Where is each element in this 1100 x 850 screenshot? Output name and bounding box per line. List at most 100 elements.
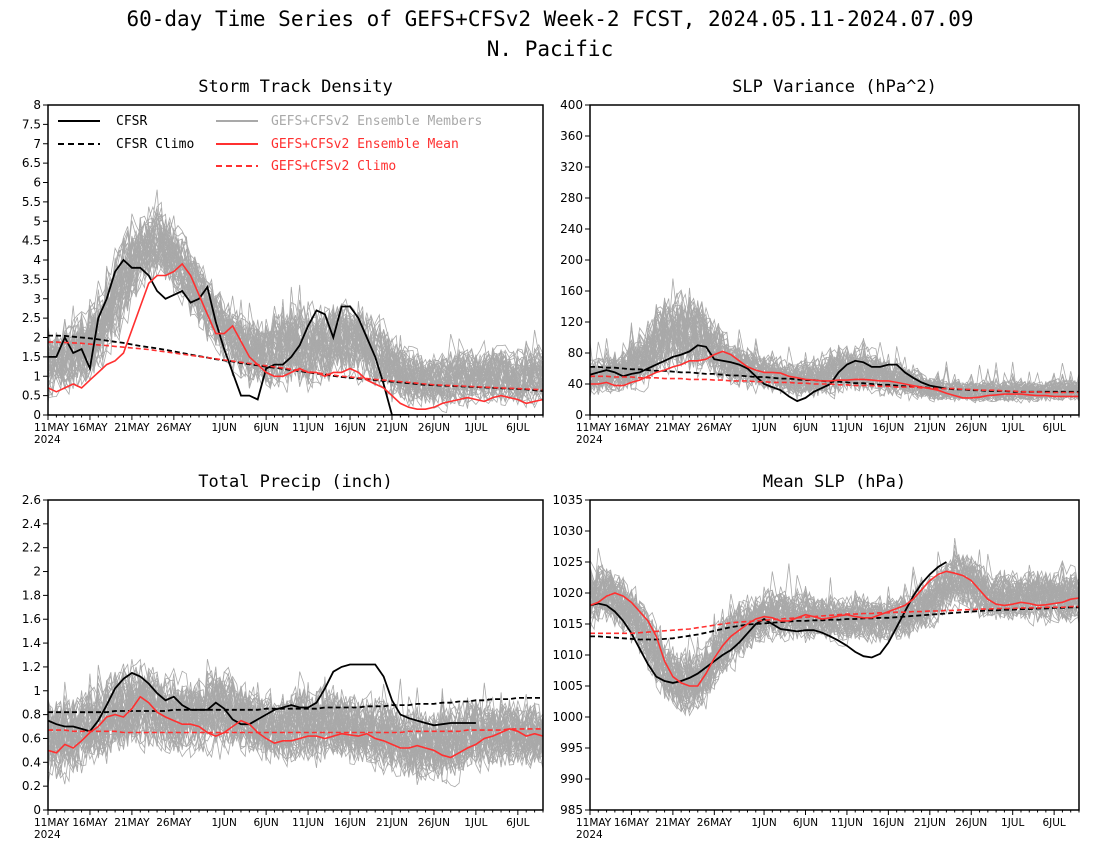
x-tick-label: 21MAY bbox=[114, 817, 150, 829]
legend-label-members: GEFS+CFSv2 Ensemble Members bbox=[271, 114, 482, 129]
x-tick-label: 21MAY bbox=[655, 422, 691, 434]
y-tick-label: 995 bbox=[560, 741, 583, 755]
y-tick-label: 990 bbox=[560, 772, 583, 786]
x-tick-label: 1JUN bbox=[751, 817, 776, 829]
y-tick-label: 2 bbox=[33, 565, 41, 579]
y-tick-label: 7.5 bbox=[22, 117, 41, 131]
x-tick-label: 1JUL bbox=[1001, 422, 1024, 434]
ensemble-member-line bbox=[590, 560, 1079, 714]
y-tick-label: 0.8 bbox=[22, 708, 41, 722]
y-tick-label: 0 bbox=[33, 408, 41, 422]
y-tick-label: 0 bbox=[33, 803, 41, 817]
y-tick-label: 1 bbox=[33, 369, 41, 383]
y-tick-label: 6.5 bbox=[22, 156, 41, 170]
x-tick-label: 26MAY bbox=[156, 817, 192, 829]
x-tick-label: 21JUN bbox=[376, 817, 408, 829]
ensemble-member-line bbox=[48, 663, 543, 772]
y-tick-label: 3 bbox=[33, 292, 41, 306]
x-tick-label: 1JUN bbox=[212, 422, 237, 434]
ensemble-member-line bbox=[590, 312, 1079, 403]
x-tick-label: 26JUN bbox=[955, 422, 987, 434]
y-tick-label: 1.8 bbox=[22, 588, 41, 602]
ensemble-member-line bbox=[48, 219, 543, 405]
x-tick-label: 11JUN bbox=[831, 817, 863, 829]
x-tick-label: 16MAY bbox=[72, 422, 108, 434]
x-tick-label: 11JUN bbox=[292, 422, 324, 434]
ensemble-member-line bbox=[590, 552, 1079, 707]
x-tick-label: 26JUN bbox=[418, 817, 450, 829]
series-climo bbox=[48, 728, 543, 734]
ensemble-member-line bbox=[48, 659, 543, 775]
figure-title: 60-day Time Series of GEFS+CFSv2 Week-2 … bbox=[126, 7, 973, 31]
legend-label-climo: GEFS+CFSv2 Climo bbox=[271, 159, 396, 174]
ensemble-member-line bbox=[590, 315, 1079, 401]
x-tick-label: 11MAY bbox=[34, 817, 70, 829]
ensemble-member-line bbox=[48, 666, 543, 773]
x-tick-label: 21MAY bbox=[655, 817, 691, 829]
panel-title: SLP Variance (hPa^2) bbox=[732, 77, 937, 97]
y-tick-label: 2.2 bbox=[22, 541, 41, 555]
series-cfsr bbox=[48, 258, 409, 415]
y-tick-label: 40 bbox=[568, 377, 583, 391]
x-tick-label: 11JUN bbox=[292, 817, 324, 829]
y-tick-label: 320 bbox=[560, 160, 583, 174]
x-tick-label: 16JUN bbox=[334, 817, 366, 829]
y-tick-label: 1 bbox=[33, 684, 41, 698]
y-tick-label: 4 bbox=[33, 253, 41, 267]
x-tick-label: 16MAY bbox=[614, 422, 650, 434]
series-mean bbox=[590, 350, 1079, 399]
ensemble-member-line bbox=[48, 223, 543, 406]
x-tick-label: 21JUN bbox=[914, 817, 946, 829]
legend-label-mean: GEFS+CFSv2 Ensemble Mean bbox=[271, 137, 459, 152]
ensemble-member-line bbox=[48, 215, 543, 407]
y-tick-label: 7 bbox=[33, 137, 41, 151]
y-tick-label: 6 bbox=[33, 176, 41, 190]
panel-title: Storm Track Density bbox=[198, 77, 392, 97]
y-tick-label: 0.5 bbox=[22, 389, 41, 403]
x-tick-label: 16JUN bbox=[334, 422, 366, 434]
y-tick-label: 1035 bbox=[552, 493, 583, 507]
series-climo bbox=[590, 375, 1079, 394]
x-year-label: 2024 bbox=[34, 434, 61, 446]
y-tick-label: 0.4 bbox=[22, 755, 41, 769]
y-tick-label: 1005 bbox=[552, 679, 583, 693]
y-tick-label: 240 bbox=[560, 222, 583, 236]
x-year-label: 2024 bbox=[576, 434, 603, 446]
legend-label-cfsr-climo: CFSR Climo bbox=[116, 137, 194, 152]
y-tick-label: 1020 bbox=[552, 586, 583, 600]
y-tick-label: 5.5 bbox=[22, 195, 41, 209]
panel-2: SLP Variance (hPa^2) 0 40 80 120 160 200 240 280… bbox=[560, 77, 1080, 446]
x-tick-label: 16MAY bbox=[72, 817, 108, 829]
x-tick-label: 6JUN bbox=[793, 817, 818, 829]
y-tick-label: 1.6 bbox=[22, 612, 41, 626]
panel-title: Total Precip (inch) bbox=[198, 472, 392, 492]
y-tick-label: 1025 bbox=[552, 555, 583, 569]
x-tick-label: 6JUL bbox=[1042, 817, 1065, 829]
panel-1: Storm Track Density 0 0.5 1 1.5 2 2.5 3 3.5 4 4.5 5… bbox=[22, 77, 544, 446]
x-tick-label: 16MAY bbox=[614, 817, 650, 829]
x-year-label: 2024 bbox=[34, 829, 61, 841]
x-tick-label: 1JUL bbox=[464, 422, 487, 434]
y-tick-label: 1010 bbox=[552, 648, 583, 662]
x-tick-label: 11MAY bbox=[576, 422, 612, 434]
x-year-label: 2024 bbox=[576, 829, 603, 841]
x-tick-label: 26MAY bbox=[697, 422, 733, 434]
y-tick-label: 120 bbox=[560, 315, 583, 329]
y-tick-label: 985 bbox=[560, 803, 583, 817]
y-tick-label: 0.2 bbox=[22, 779, 41, 793]
series-mean bbox=[590, 570, 1079, 687]
plot-area bbox=[590, 278, 1079, 404]
x-tick-label: 21JUN bbox=[376, 422, 408, 434]
y-tick-label: 1.2 bbox=[22, 660, 41, 674]
y-tick-label: 2 bbox=[33, 331, 41, 345]
y-tick-label: 1015 bbox=[552, 617, 583, 631]
x-tick-label: 6JUL bbox=[506, 422, 529, 434]
y-tick-label: 360 bbox=[560, 129, 583, 143]
y-tick-label: 80 bbox=[568, 346, 583, 360]
y-tick-label: 2.5 bbox=[22, 311, 41, 325]
x-tick-label: 16JUN bbox=[872, 817, 904, 829]
x-tick-label: 26MAY bbox=[697, 817, 733, 829]
legend-label-cfsr: CFSR bbox=[116, 114, 147, 129]
series-cfsr bbox=[48, 663, 476, 733]
y-tick-label: 8 bbox=[33, 98, 41, 112]
